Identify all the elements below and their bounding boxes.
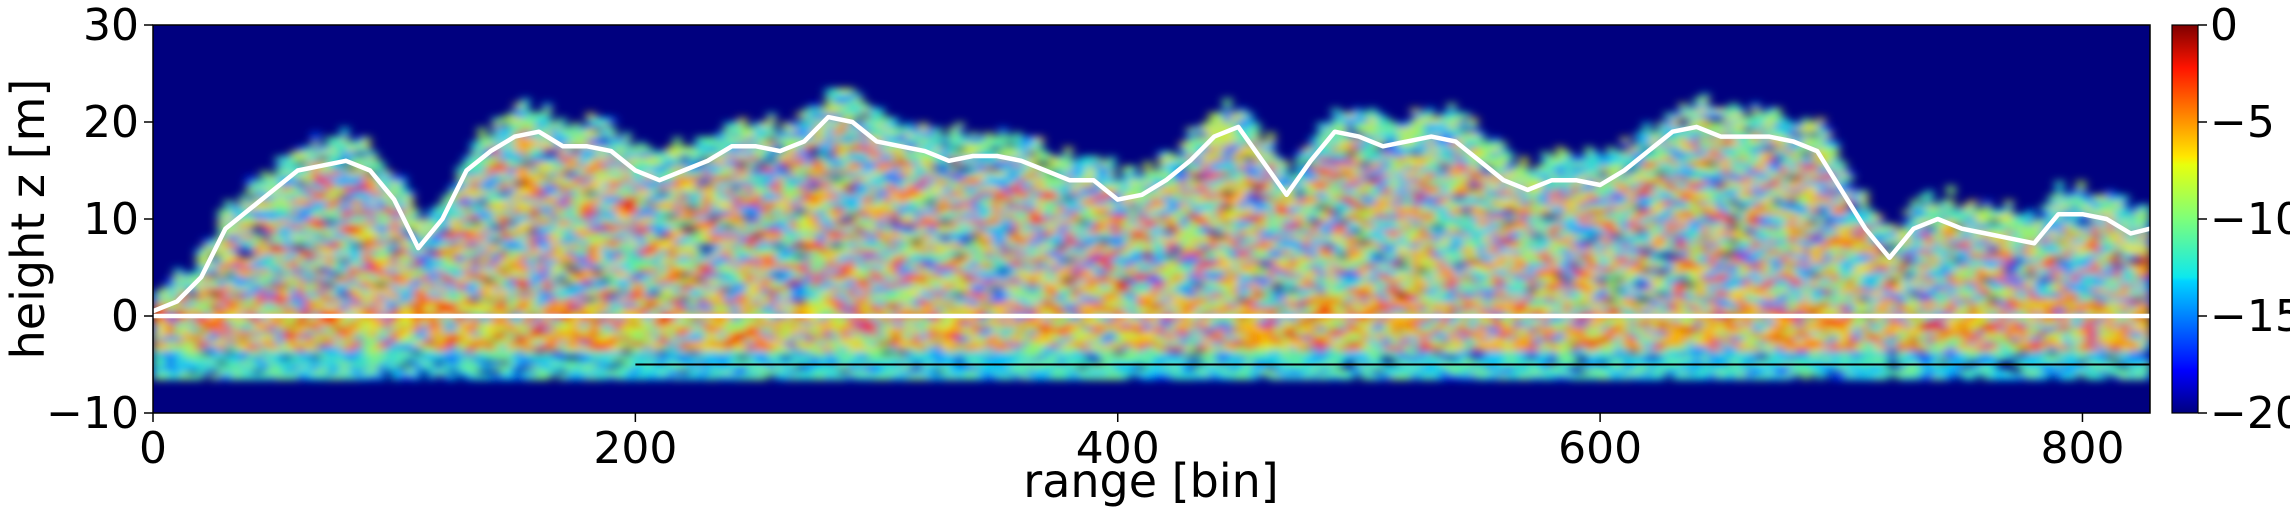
- y-axis-label: height z [m]: [1, 79, 55, 360]
- y-tick-label: 10: [83, 194, 139, 245]
- colorbar-ticks: 0 −5 −10 −15 −20: [2198, 0, 2290, 439]
- heatmap-field: [153, 88, 2150, 381]
- colorbar-tick-label: −10: [2210, 194, 2290, 245]
- canopy-height-line: [153, 114, 2150, 314]
- x-tick-label: 800: [2040, 423, 2124, 474]
- y-tick-label: 30: [83, 0, 139, 51]
- x-tick-label: 200: [593, 423, 677, 474]
- colorbar-tick-label: −5: [2210, 97, 2275, 148]
- y-tick-label: 20: [83, 97, 139, 148]
- x-tick-label: 0: [139, 423, 167, 474]
- y-tick-label: 0: [111, 291, 139, 342]
- x-tick-label: 400: [1076, 423, 1160, 474]
- colorbar-tick-label: 0: [2210, 0, 2238, 51]
- x-tick-label: 600: [1558, 423, 1642, 474]
- colorbar-tick-label: −15: [2210, 291, 2290, 342]
- series-lines: [153, 114, 2150, 366]
- colorbar: [2171, 24, 2199, 414]
- x-axis: 0 200 400 600 800: [139, 413, 2124, 474]
- x-axis-label: range [bin]: [1023, 454, 1278, 508]
- y-axis: 30 20 10 0 −10: [46, 0, 153, 439]
- colorbar-tick-label: −20: [2210, 388, 2290, 439]
- y-tick-label: −10: [46, 388, 139, 439]
